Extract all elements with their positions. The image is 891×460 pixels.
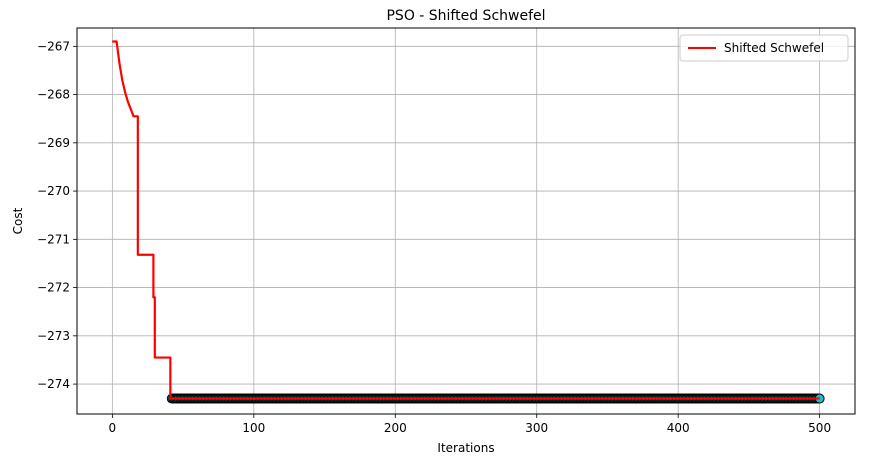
- y-tick-label: −268: [37, 88, 70, 102]
- x-tick-label: 500: [808, 421, 831, 435]
- legend-box: [679, 34, 849, 62]
- x-tick-label: 400: [667, 421, 690, 435]
- x-tick-label: 0: [109, 421, 117, 435]
- legend: Shifted Schwefel: [679, 34, 849, 62]
- tick-layer: 0 100 200 300 400 500 −267 −268 −269 −270 −271 −272…: [37, 39, 831, 435]
- y-tick-label: −269: [37, 136, 70, 150]
- y-tick-label: −270: [37, 184, 70, 198]
- series-layer: [112, 40, 820, 400]
- legend-label: Shifted Schwefel: [724, 41, 824, 55]
- y-tick-label: −272: [37, 281, 70, 295]
- y-tick-label: −273: [37, 329, 70, 343]
- grid-layer: [77, 28, 855, 414]
- x-tick-label: 200: [384, 421, 407, 435]
- x-axis-label: Iterations: [437, 441, 494, 455]
- y-axis-label: Cost: [11, 207, 25, 234]
- x-tick-label: 300: [525, 421, 548, 435]
- y-tick-label: −271: [37, 232, 70, 246]
- series-line: [112, 40, 820, 400]
- x-tick-label: 100: [242, 421, 265, 435]
- y-tick-label: −267: [37, 39, 70, 53]
- plot-frame: [76, 27, 856, 415]
- chart-title: PSO - Shifted Schwefel: [386, 8, 545, 24]
- y-tick-label: −274: [37, 377, 70, 391]
